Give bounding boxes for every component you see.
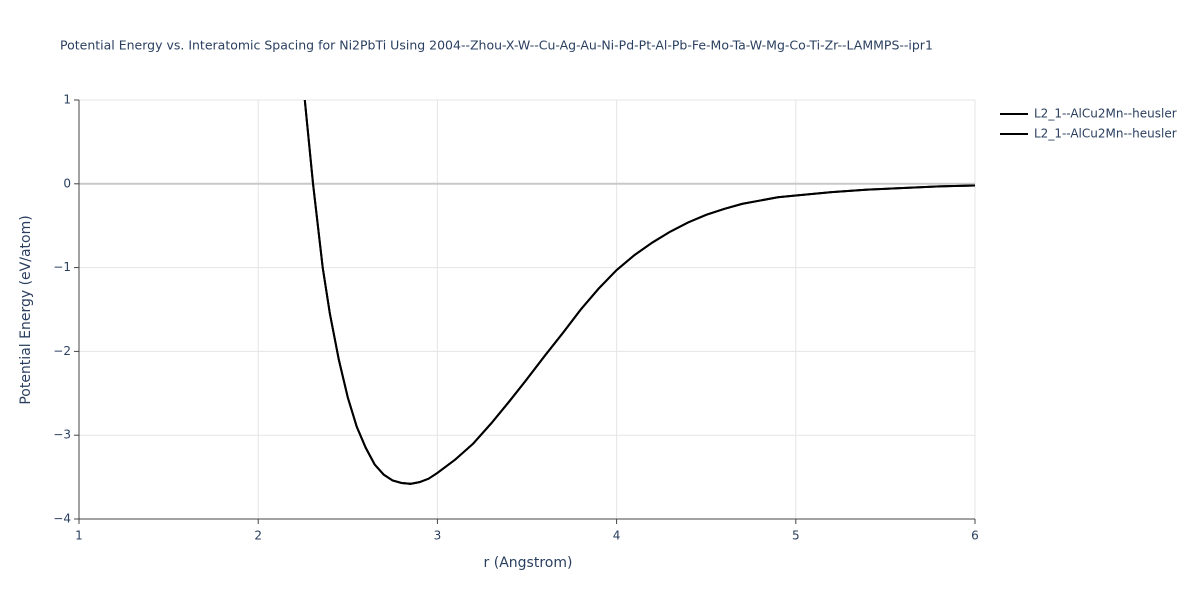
x-tick-label: 3 <box>434 529 442 543</box>
x-tick-label: 2 <box>254 529 262 543</box>
y-axis-label: Potential Energy (eV/atom) <box>18 215 34 404</box>
x-tick-label: 1 <box>75 529 83 543</box>
x-tick-label: 5 <box>792 529 800 543</box>
y-tick-label: 0 <box>63 176 71 190</box>
x-tick-label: 4 <box>613 529 621 543</box>
y-tick-label: −4 <box>53 512 71 526</box>
legend-label: L2_1--AlCu2Mn--heusler <box>1034 127 1177 141</box>
x-axis-label: r (Angstrom) <box>484 555 573 571</box>
x-tick-label: 6 <box>971 529 979 543</box>
chart-title: Potential Energy vs. Interatomic Spacing… <box>60 38 933 53</box>
y-tick-label: −3 <box>53 428 71 442</box>
y-tick-label: −2 <box>53 344 71 358</box>
y-tick-label: −1 <box>53 260 71 274</box>
legend-label: L2_1--AlCu2Mn--heusler <box>1034 107 1177 121</box>
series-line <box>303 100 975 485</box>
series-line <box>303 100 975 485</box>
y-tick-label: 1 <box>63 93 71 107</box>
